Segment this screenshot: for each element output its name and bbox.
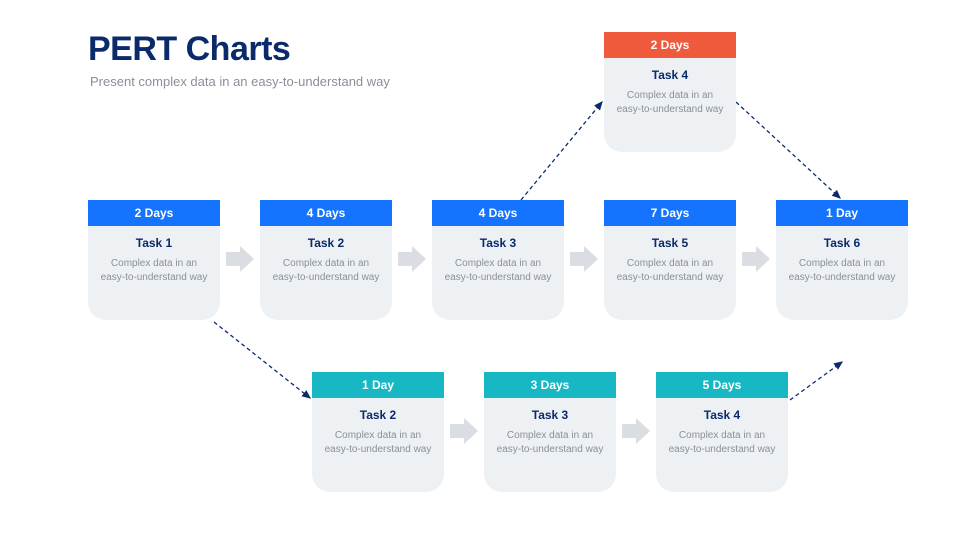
task-card-b4: 5 Days Task 4 Complex data in an easy-to-u…: [656, 372, 788, 492]
task-card-body: Task 4 Complex data in an easy-to-underst…: [656, 398, 788, 492]
task-card-duration: 3 Days: [484, 372, 616, 398]
task-card-desc: Complex data in an easy-to-understand wa…: [100, 257, 208, 284]
task-card-title: Task 4: [652, 68, 688, 82]
task-card-duration: 2 Days: [88, 200, 220, 226]
page-subtitle: Present complex data in an easy-to-under…: [90, 74, 390, 89]
task-card-desc: Complex data in an easy-to-understand wa…: [496, 429, 604, 456]
dashed-connector: [790, 362, 842, 400]
block-arrow-icon: [398, 246, 426, 272]
task-card-title: Task 4: [704, 408, 740, 422]
task-card-b2: 1 Day Task 2 Complex data in an easy-to-un…: [312, 372, 444, 492]
task-card-duration: 5 Days: [656, 372, 788, 398]
block-arrow-icon: [226, 246, 254, 272]
block-arrow-icon: [450, 418, 478, 444]
page-title: PERT Charts: [88, 30, 290, 69]
task-card-duration: 1 Day: [312, 372, 444, 398]
task-card-desc: Complex data in an easy-to-understand wa…: [616, 257, 724, 284]
task-card-body: Task 2 Complex data in an easy-to-underst…: [312, 398, 444, 492]
task-card-duration: 2 Days: [604, 32, 736, 58]
task-card-body: Task 5 Complex data in an easy-to-underst…: [604, 226, 736, 320]
task-card-desc: Complex data in an easy-to-understand wa…: [272, 257, 380, 284]
task-card-title: Task 1: [136, 236, 172, 250]
task-card-b3: 3 Days Task 3 Complex data in an easy-to-u…: [484, 372, 616, 492]
task-card-desc: Complex data in an easy-to-understand wa…: [788, 257, 896, 284]
block-arrow-icon: [570, 246, 598, 272]
task-card-t1: 2 Days Task 1 Complex data in an easy-to-u…: [88, 200, 220, 320]
task-card-body: Task 6 Complex data in an easy-to-underst…: [776, 226, 908, 320]
task-card-t5: 7 Days Task 5 Complex data in an easy-to-u…: [604, 200, 736, 320]
task-card-t4t: 2 Days Task 4 Complex data in an easy-to-u…: [604, 32, 736, 152]
task-card-title: Task 2: [308, 236, 344, 250]
block-arrow-icon: [742, 246, 770, 272]
dashed-connector: [521, 102, 602, 200]
task-card-title: Task 3: [532, 408, 568, 422]
task-card-duration: 1 Day: [776, 200, 908, 226]
task-card-body: Task 3 Complex data in an easy-to-underst…: [484, 398, 616, 492]
task-card-title: Task 2: [360, 408, 396, 422]
dashed-connector: [214, 322, 310, 398]
task-card-body: Task 3 Complex data in an easy-to-underst…: [432, 226, 564, 320]
task-card-desc: Complex data in an easy-to-understand wa…: [324, 429, 432, 456]
task-card-duration: 4 Days: [432, 200, 564, 226]
task-card-desc: Complex data in an easy-to-understand wa…: [616, 89, 724, 116]
task-card-body: Task 4 Complex data in an easy-to-underst…: [604, 58, 736, 152]
task-card-t6: 1 Day Task 6 Complex data in an easy-to-un…: [776, 200, 908, 320]
task-card-duration: 7 Days: [604, 200, 736, 226]
task-card-title: Task 3: [480, 236, 516, 250]
task-card-t2: 4 Days Task 2 Complex data in an easy-to-u…: [260, 200, 392, 320]
task-card-body: Task 1 Complex data in an easy-to-underst…: [88, 226, 220, 320]
block-arrow-icon: [622, 418, 650, 444]
task-card-desc: Complex data in an easy-to-understand wa…: [444, 257, 552, 284]
task-card-desc: Complex data in an easy-to-understand wa…: [668, 429, 776, 456]
task-card-title: Task 6: [824, 236, 860, 250]
task-card-duration: 4 Days: [260, 200, 392, 226]
task-card-body: Task 2 Complex data in an easy-to-underst…: [260, 226, 392, 320]
task-card-t3: 4 Days Task 3 Complex data in an easy-to-u…: [432, 200, 564, 320]
task-card-title: Task 5: [652, 236, 688, 250]
dashed-connector: [736, 102, 840, 198]
